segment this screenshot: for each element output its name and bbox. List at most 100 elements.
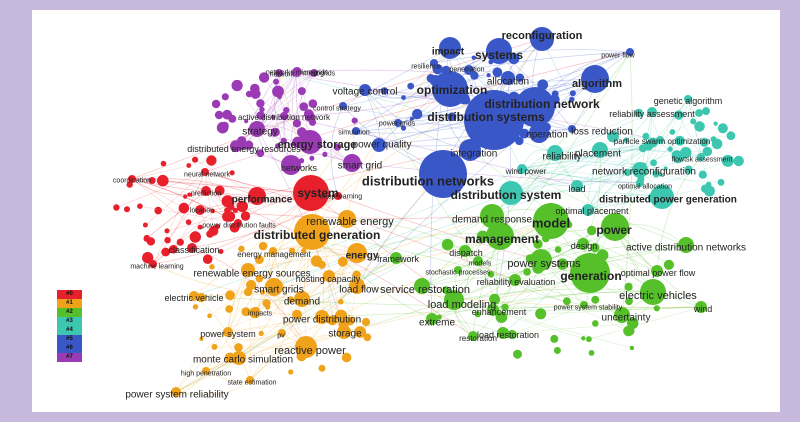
keyword-node[interactable] xyxy=(601,213,629,241)
keyword-node[interactable] xyxy=(473,256,483,266)
keyword-node[interactable] xyxy=(497,327,509,339)
keyword-node[interactable] xyxy=(432,71,468,107)
keyword-label: monte carlo simulation xyxy=(193,355,293,366)
keyword-node[interactable] xyxy=(486,38,512,64)
keyword-node[interactable] xyxy=(195,205,205,215)
keyword-node[interactable] xyxy=(547,145,563,161)
keyword-node[interactable] xyxy=(499,181,523,205)
keyword-node[interactable] xyxy=(232,351,246,365)
keyword-node[interactable] xyxy=(530,27,554,51)
keyword-node[interactable] xyxy=(338,210,356,228)
keyword-node[interactable] xyxy=(480,204,504,228)
keyword-node[interactable] xyxy=(275,69,283,77)
keyword-node[interactable] xyxy=(684,95,692,103)
keyword-node[interactable] xyxy=(349,278,365,294)
keyword-node[interactable] xyxy=(238,142,246,150)
keyword-node[interactable] xyxy=(592,142,608,158)
keyword-node[interactable] xyxy=(533,203,569,239)
keyword-node[interactable] xyxy=(640,279,666,305)
keyword-node[interactable] xyxy=(278,329,286,337)
keyword-node[interactable] xyxy=(580,301,588,309)
keyword-node[interactable] xyxy=(298,130,322,154)
keyword-node[interactable] xyxy=(636,179,644,187)
keyword-node[interactable] xyxy=(647,107,657,117)
keyword-node[interactable] xyxy=(581,65,609,93)
keyword-node[interactable] xyxy=(310,69,318,77)
keyword-node[interactable] xyxy=(202,367,210,375)
keyword-node[interactable] xyxy=(614,307,630,323)
keyword-node[interactable] xyxy=(419,150,467,198)
keyword-node[interactable] xyxy=(577,238,589,250)
keyword-node[interactable] xyxy=(347,243,367,263)
keyword-node[interactable] xyxy=(651,265,663,277)
keyword-node[interactable] xyxy=(439,37,461,59)
keyword-node[interactable] xyxy=(487,304,499,316)
minor-node xyxy=(412,108,423,120)
keyword-node[interactable] xyxy=(394,119,402,127)
keyword-node[interactable] xyxy=(570,253,610,293)
keyword-node[interactable] xyxy=(486,222,514,250)
keyword-node[interactable] xyxy=(223,327,233,337)
keyword-node[interactable] xyxy=(294,214,330,250)
keyword-node[interactable] xyxy=(343,154,361,172)
keyword-node[interactable] xyxy=(464,90,524,150)
keyword-node[interactable] xyxy=(293,175,329,211)
keyword-node[interactable] xyxy=(414,278,430,294)
keyword-node[interactable] xyxy=(149,260,157,268)
keyword-node[interactable] xyxy=(128,175,136,183)
keyword-node[interactable] xyxy=(678,237,694,253)
keyword-node[interactable] xyxy=(509,274,521,286)
keyword-node[interactable] xyxy=(171,387,181,397)
keyword-node[interactable] xyxy=(464,65,474,75)
keyword-node[interactable] xyxy=(295,336,317,358)
keyword-node[interactable] xyxy=(269,247,277,255)
keyword-node[interactable] xyxy=(454,266,462,274)
keyword-node[interactable] xyxy=(248,187,266,205)
keyword-node[interactable] xyxy=(246,376,254,384)
keyword-node[interactable] xyxy=(189,291,199,301)
keyword-node[interactable] xyxy=(517,164,527,174)
keyword-node[interactable] xyxy=(626,48,634,56)
keyword-node[interactable] xyxy=(241,263,255,277)
keyword-node[interactable] xyxy=(501,71,515,85)
keyword-node[interactable] xyxy=(323,270,335,282)
keyword-node[interactable] xyxy=(568,125,576,133)
keyword-node[interactable] xyxy=(468,331,478,341)
keyword-node[interactable] xyxy=(430,59,438,67)
keyword-node[interactable] xyxy=(632,162,648,178)
keyword-node[interactable] xyxy=(234,219,242,227)
keyword-node[interactable] xyxy=(265,278,283,296)
keyword-node[interactable] xyxy=(339,102,347,110)
keyword-node[interactable] xyxy=(359,84,371,96)
keyword-node[interactable] xyxy=(515,87,555,127)
keyword-node[interactable] xyxy=(280,112,288,120)
keyword-node[interactable] xyxy=(656,136,664,144)
keyword-node[interactable] xyxy=(426,313,438,325)
keyword-node[interactable] xyxy=(650,185,674,209)
keyword-node[interactable] xyxy=(697,153,705,161)
keyword-node[interactable] xyxy=(252,307,260,315)
keyword-node[interactable] xyxy=(459,139,481,161)
edge xyxy=(659,121,694,141)
keyword-node[interactable] xyxy=(281,155,301,175)
keyword-node[interactable] xyxy=(459,245,471,257)
keyword-node[interactable] xyxy=(582,204,594,216)
edge xyxy=(492,306,702,311)
keyword-node[interactable] xyxy=(249,121,265,137)
keyword-node[interactable] xyxy=(352,127,360,135)
keyword-node[interactable] xyxy=(337,325,351,339)
keyword-node[interactable] xyxy=(292,67,302,77)
keyword-node[interactable] xyxy=(187,243,197,253)
keyword-node[interactable] xyxy=(315,310,329,324)
keyword-node[interactable] xyxy=(372,138,386,152)
keyword-node[interactable] xyxy=(334,192,342,200)
keyword-node[interactable] xyxy=(201,186,211,196)
keyword-node[interactable] xyxy=(695,301,707,313)
keyword-node[interactable] xyxy=(390,252,402,264)
keyword-node[interactable] xyxy=(530,249,552,271)
keyword-node[interactable] xyxy=(571,180,583,192)
keyword-node[interactable] xyxy=(201,168,209,176)
keyword-node[interactable] xyxy=(529,123,549,143)
keyword-node[interactable] xyxy=(444,290,464,310)
keyword-node[interactable] xyxy=(294,291,310,307)
